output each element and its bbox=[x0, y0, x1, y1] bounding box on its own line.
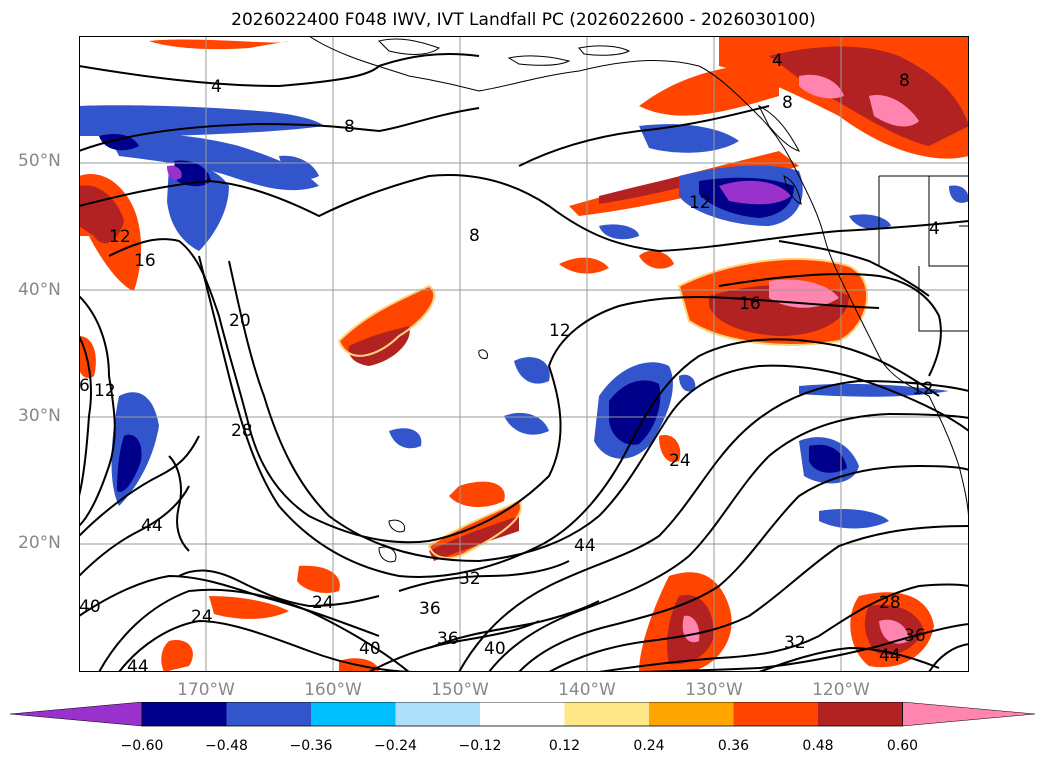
colorbar-tick-label: 0.12 bbox=[548, 738, 581, 754]
contour-label: 16 bbox=[739, 294, 761, 314]
contour-label: 16 bbox=[134, 251, 156, 271]
lon-label-120w: 120°W bbox=[812, 680, 870, 700]
contour-label: 6 bbox=[79, 376, 90, 396]
contour-label: 24 bbox=[191, 607, 213, 627]
colorbar-tick-label: 0.60 bbox=[886, 738, 919, 754]
contour-label: 44 bbox=[127, 657, 149, 672]
contour-label: 12 bbox=[549, 321, 571, 341]
lon-label-150w: 150°W bbox=[431, 680, 489, 700]
contour-label: 12 bbox=[94, 381, 116, 401]
colorbar-bin bbox=[564, 702, 649, 726]
contour-label: 24 bbox=[312, 593, 334, 613]
colorbar-tick-label: −0.24 bbox=[374, 738, 417, 754]
contour-label: 4 bbox=[211, 77, 222, 97]
colorbar-tick-label: −0.60 bbox=[120, 738, 164, 754]
contour-labels: 4 8 8 8 12 16 16 20 28 24 44 44 32 36 36… bbox=[79, 51, 940, 677]
map-panel[interactable]: 4 8 8 8 12 16 16 20 28 24 44 44 32 36 36… bbox=[78, 35, 970, 677]
contour-label: 32 bbox=[459, 569, 481, 589]
iwv-contours bbox=[78, 53, 970, 673]
colorbar-bin bbox=[142, 702, 227, 726]
contour-label: 4 bbox=[772, 51, 783, 71]
lat-label-20n: 20°N bbox=[18, 533, 61, 553]
negative-anomaly-shading bbox=[79, 105, 969, 529]
contour-label: 8 bbox=[899, 71, 910, 91]
contour-label: 28 bbox=[231, 421, 253, 441]
map-title: 2026022400 F048 IWV, IVT Landfall PC (20… bbox=[231, 10, 816, 30]
contour-label: 20 bbox=[229, 311, 251, 331]
contour-label: 44 bbox=[574, 536, 596, 556]
lat-label-50n: 50°N bbox=[18, 151, 61, 171]
contour-label: 40 bbox=[359, 639, 381, 659]
colorbar bbox=[10, 702, 1036, 727]
contour-label: 24 bbox=[669, 451, 691, 471]
colorbar-bin bbox=[649, 702, 734, 726]
lon-label-140w: 140°W bbox=[558, 680, 616, 700]
colorbar-tick-label: 0.36 bbox=[717, 738, 750, 754]
colorbar-extend-low bbox=[10, 702, 143, 727]
contour-label: 12 bbox=[912, 379, 934, 399]
contour-label: 40 bbox=[484, 639, 506, 659]
contour-label: 8 bbox=[469, 226, 480, 246]
contour-label: 12 bbox=[689, 193, 711, 213]
contour-label: 36 bbox=[437, 629, 459, 649]
colorbar-bin bbox=[480, 702, 565, 726]
contour-label: 44 bbox=[879, 646, 901, 666]
colorbar-tick-label: 0.48 bbox=[802, 738, 834, 754]
contour-label: 28 bbox=[879, 593, 901, 613]
lat-label-30n: 30°N bbox=[18, 406, 61, 426]
contour-label: 12 bbox=[109, 227, 131, 247]
colorbar-tick-label: −0.48 bbox=[205, 738, 248, 754]
contour-label: 4 bbox=[929, 219, 940, 239]
lat-label-40n: 40°N bbox=[18, 280, 61, 300]
colorbar-bin bbox=[311, 702, 396, 726]
map-svg: 4 8 8 8 12 16 16 20 28 24 44 44 32 36 36… bbox=[78, 35, 970, 677]
contour-label: 32 bbox=[784, 633, 806, 653]
colorbar-bin bbox=[395, 702, 480, 726]
contour-label: 8 bbox=[782, 93, 793, 113]
light-anomaly-outline bbox=[337, 258, 868, 559]
colorbar-bin bbox=[226, 702, 311, 726]
colorbar-tick-label: −0.12 bbox=[458, 738, 502, 754]
contour-label: 44 bbox=[141, 516, 163, 536]
contour-label: 8 bbox=[344, 117, 355, 137]
contour-label: 36 bbox=[419, 599, 441, 619]
colorbar-tick-label: −0.36 bbox=[289, 738, 333, 754]
lon-label-170w: 170°W bbox=[177, 680, 235, 700]
coastlines bbox=[308, 35, 970, 563]
colorbar-bin bbox=[733, 702, 818, 726]
colorbar-tick-label: 0.24 bbox=[633, 738, 665, 754]
colorbar-extend-high bbox=[902, 702, 1036, 727]
contour-label: 40 bbox=[79, 597, 101, 617]
contour-label: 36 bbox=[904, 626, 926, 646]
colorbar-bin bbox=[818, 702, 903, 726]
lon-label-130w: 130°W bbox=[685, 680, 743, 700]
lon-label-160w: 160°W bbox=[304, 680, 362, 700]
